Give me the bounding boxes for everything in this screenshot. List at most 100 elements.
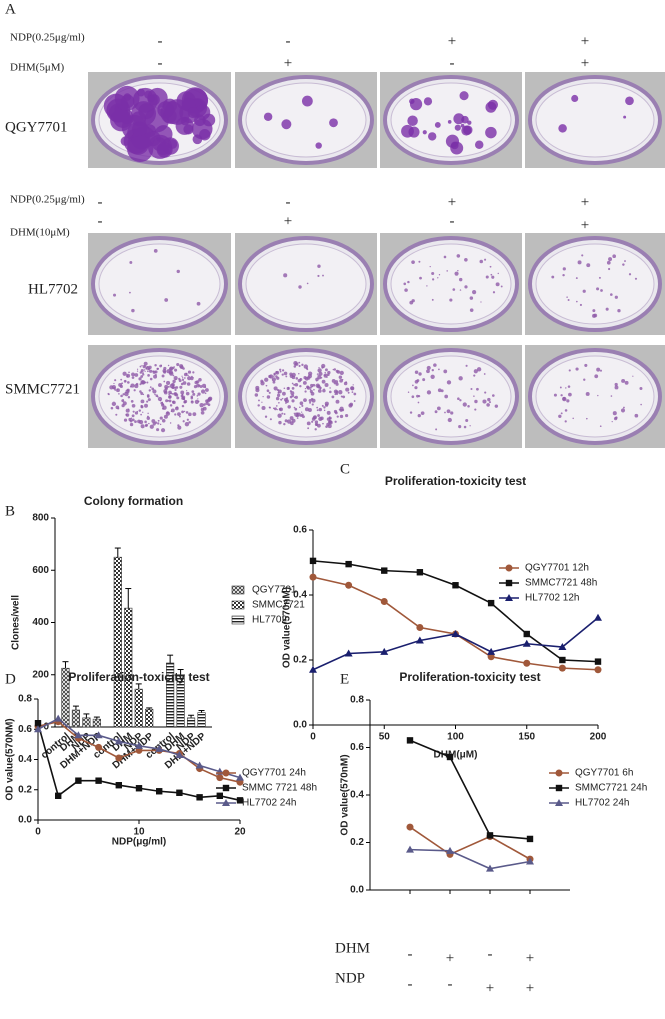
colony xyxy=(463,125,473,135)
colony xyxy=(575,277,578,280)
colony xyxy=(350,386,354,391)
colony xyxy=(126,375,129,378)
colony xyxy=(430,374,435,379)
marker xyxy=(446,846,454,854)
colony xyxy=(299,406,301,408)
colony xyxy=(166,369,171,374)
sign: + xyxy=(284,213,292,229)
marker xyxy=(406,823,414,831)
colony xyxy=(568,369,571,372)
colony xyxy=(180,382,184,386)
chart-title: Proliferation-toxicity test xyxy=(68,670,209,684)
x-tick-label: 0 xyxy=(35,827,41,838)
colony xyxy=(198,378,202,382)
colony xyxy=(191,118,213,140)
colony xyxy=(566,399,570,403)
colony xyxy=(144,403,148,408)
colony xyxy=(495,282,500,287)
colony xyxy=(334,380,339,384)
colony xyxy=(469,425,471,427)
marker xyxy=(216,792,223,799)
marker xyxy=(487,647,496,655)
colony xyxy=(461,115,469,124)
colony xyxy=(307,374,312,379)
colony xyxy=(299,378,303,381)
legend-label: QGY7701 24h xyxy=(242,768,306,779)
colony xyxy=(118,393,120,395)
colony xyxy=(322,389,326,393)
colony xyxy=(342,395,346,399)
legend-swatch xyxy=(231,585,245,595)
colony xyxy=(411,260,415,265)
colony xyxy=(148,422,150,425)
colony xyxy=(287,405,291,409)
bar xyxy=(134,688,143,728)
bar xyxy=(186,717,196,728)
colony xyxy=(625,96,634,106)
colony xyxy=(434,121,441,128)
colony xyxy=(351,391,354,394)
colony xyxy=(418,260,421,263)
marker xyxy=(486,832,494,839)
colony xyxy=(261,401,263,403)
colony xyxy=(485,275,489,279)
colony xyxy=(598,276,601,279)
colony xyxy=(167,364,170,367)
colony xyxy=(429,265,431,268)
colony xyxy=(268,391,271,394)
bar xyxy=(166,662,175,728)
colony xyxy=(576,300,578,303)
legend-label: SMMC7721 48h xyxy=(525,578,597,589)
colony xyxy=(179,364,184,369)
colony xyxy=(558,124,567,133)
sign: - xyxy=(448,976,453,992)
colony xyxy=(333,368,337,371)
colony xyxy=(469,296,474,300)
colony xyxy=(266,389,270,393)
colony xyxy=(473,374,476,377)
colony xyxy=(443,369,448,374)
colony xyxy=(417,401,420,404)
colony xyxy=(205,388,209,392)
colony xyxy=(131,414,135,418)
colony xyxy=(160,428,166,433)
colony xyxy=(444,394,449,399)
marker xyxy=(446,753,454,761)
colony xyxy=(296,412,301,417)
colony xyxy=(122,401,127,406)
colony xyxy=(417,395,421,398)
colony xyxy=(120,136,131,146)
colony xyxy=(192,371,195,374)
colony xyxy=(175,386,179,389)
colony xyxy=(564,409,568,412)
colony xyxy=(423,97,433,106)
colony xyxy=(303,398,307,403)
legend-label: HL7702 24h xyxy=(242,798,297,809)
marker xyxy=(558,643,567,650)
colony xyxy=(594,374,599,379)
colony xyxy=(323,409,326,412)
y-tick-label: 0.4 xyxy=(350,790,364,801)
colony xyxy=(285,375,288,378)
colony xyxy=(333,382,336,385)
colony xyxy=(326,376,328,378)
dish-inner xyxy=(535,355,655,438)
colony xyxy=(156,367,159,371)
colony xyxy=(304,387,307,390)
y-axis-label: OD value(570NM) xyxy=(5,718,16,800)
colony xyxy=(317,423,321,428)
colony xyxy=(126,381,130,384)
colony xyxy=(182,420,185,423)
legend-label: HL7702 24h xyxy=(575,798,630,809)
colony xyxy=(315,142,322,149)
marker xyxy=(487,599,495,607)
marker xyxy=(34,720,42,727)
colony xyxy=(199,402,204,408)
colony xyxy=(120,378,123,381)
colony xyxy=(453,113,465,125)
colony xyxy=(149,424,154,429)
colony xyxy=(422,130,427,135)
marker xyxy=(523,659,531,667)
colony xyxy=(299,401,304,406)
colony xyxy=(162,405,167,410)
